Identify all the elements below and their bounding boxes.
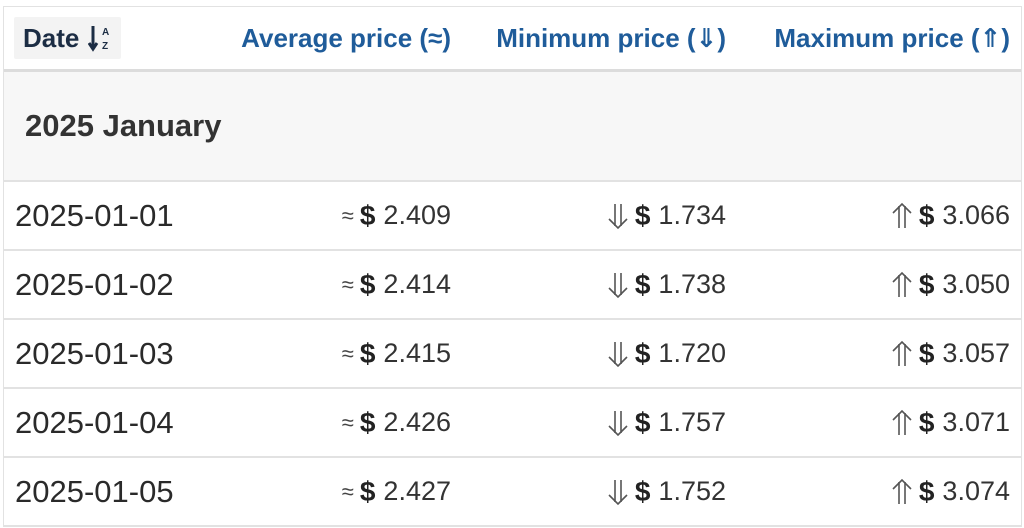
maximum-price-column-header[interactable]: Maximum price (⇑) xyxy=(774,22,1010,53)
minimum-price-value: 1.757 xyxy=(658,407,726,437)
average-price-value: 2.426 xyxy=(383,407,451,437)
minimum-price-column-header[interactable]: Minimum price (⇓) xyxy=(496,22,726,53)
minimum-price-value: 1.738 xyxy=(658,269,726,299)
approx-icon: ≈ xyxy=(341,409,354,435)
average-price-cell: ≈ $2.427 xyxy=(342,458,451,525)
double-arrow-up-icon xyxy=(891,409,919,437)
maximum-price-cell: $3.050 xyxy=(891,251,1010,318)
minimum-price-value: 1.734 xyxy=(658,200,726,230)
table-row: 2025-01-01 ≈ $2.409 $1.734 $3.066 xyxy=(4,182,1021,251)
currency-symbol: $ xyxy=(359,406,376,438)
approx-icon: ≈ xyxy=(341,202,354,228)
minimum-price-value: 1.752 xyxy=(658,476,726,506)
currency-symbol: $ xyxy=(634,268,651,300)
minimum-price-cell: $1.738 xyxy=(607,251,726,318)
maximum-price-cell: $3.057 xyxy=(891,320,1010,387)
currency-symbol: $ xyxy=(634,406,651,438)
month-group-title: 2025 January xyxy=(25,108,222,143)
double-arrow-down-icon xyxy=(607,202,635,230)
double-arrow-down-icon xyxy=(607,271,635,299)
currency-symbol: $ xyxy=(918,199,935,231)
sort-alpha-down-icon[interactable]: A Z xyxy=(88,24,112,52)
currency-symbol: $ xyxy=(359,337,376,369)
currency-symbol: $ xyxy=(918,475,935,507)
maximum-price-value: 3.066 xyxy=(942,200,1010,230)
currency-symbol: $ xyxy=(634,199,651,231)
currency-symbol: $ xyxy=(359,475,376,507)
maximum-price-value: 3.050 xyxy=(942,269,1010,299)
currency-symbol: $ xyxy=(634,475,651,507)
average-price-cell: ≈ $2.409 xyxy=(342,182,451,249)
table-header-row: Date A Z Average price (≈) Minimum price… xyxy=(4,6,1021,72)
double-arrow-up-icon xyxy=(891,478,919,506)
table-row: 2025-01-03 ≈ $2.415 $1.720 $3.057 xyxy=(4,320,1021,389)
maximum-price-value: 3.071 xyxy=(942,407,1010,437)
currency-symbol: $ xyxy=(918,406,935,438)
month-group-row: 2025 January xyxy=(4,72,1021,182)
svg-text:A: A xyxy=(102,27,109,38)
currency-symbol: $ xyxy=(359,268,376,300)
double-arrow-up-icon xyxy=(891,271,919,299)
minimum-price-cell: $1.757 xyxy=(607,389,726,456)
currency-symbol: $ xyxy=(918,337,935,369)
maximum-price-cell: $3.066 xyxy=(891,182,1010,249)
table-row: 2025-01-04 ≈ $2.426 $1.757 $3.071 xyxy=(4,389,1021,458)
approx-icon: ≈ xyxy=(341,340,354,366)
date-cell: 2025-01-02 xyxy=(15,266,174,302)
price-table: Date A Z Average price (≈) Minimum price… xyxy=(3,6,1022,527)
approx-icon: ≈ xyxy=(341,478,354,504)
date-cell: 2025-01-05 xyxy=(15,473,174,509)
average-price-cell: ≈ $2.415 xyxy=(342,320,451,387)
average-price-cell: ≈ $2.414 xyxy=(342,251,451,318)
average-price-value: 2.409 xyxy=(383,200,451,230)
currency-symbol: $ xyxy=(634,337,651,369)
maximum-price-cell: $3.074 xyxy=(891,458,1010,525)
minimum-price-cell: $1.752 xyxy=(607,458,726,525)
double-arrow-down-icon xyxy=(607,340,635,368)
average-price-value: 2.427 xyxy=(383,476,451,506)
average-price-column-header[interactable]: Average price (≈) xyxy=(241,22,451,53)
date-cell: 2025-01-04 xyxy=(15,404,174,440)
date-cell: 2025-01-03 xyxy=(15,335,174,371)
date-header-label: Date xyxy=(23,22,80,53)
average-price-value: 2.414 xyxy=(383,269,451,299)
minimum-price-value: 1.720 xyxy=(658,338,726,368)
minimum-price-cell: $1.734 xyxy=(607,182,726,249)
date-cell: 2025-01-01 xyxy=(15,197,174,233)
double-arrow-down-icon xyxy=(607,409,635,437)
currency-symbol: $ xyxy=(359,199,376,231)
average-price-cell: ≈ $2.426 xyxy=(342,389,451,456)
double-arrow-up-icon xyxy=(891,202,919,230)
currency-symbol: $ xyxy=(918,268,935,300)
table-row: 2025-01-05 ≈ $2.427 $1.752 $3.074 xyxy=(4,458,1021,527)
svg-text:Z: Z xyxy=(102,41,108,52)
approx-icon: ≈ xyxy=(341,271,354,297)
minimum-price-cell: $1.720 xyxy=(607,320,726,387)
maximum-price-cell: $3.071 xyxy=(891,389,1010,456)
date-column-header[interactable]: Date A Z xyxy=(14,17,122,59)
double-arrow-up-icon xyxy=(891,340,919,368)
average-price-value: 2.415 xyxy=(383,338,451,368)
maximum-price-value: 3.074 xyxy=(942,476,1010,506)
table-body: 2025-01-01 ≈ $2.409 $1.734 $3.066 2025-01-02 ≈… xyxy=(4,182,1021,527)
table-row: 2025-01-02 ≈ $2.414 $1.738 $3.050 xyxy=(4,251,1021,320)
double-arrow-down-icon xyxy=(607,478,635,506)
maximum-price-value: 3.057 xyxy=(942,338,1010,368)
